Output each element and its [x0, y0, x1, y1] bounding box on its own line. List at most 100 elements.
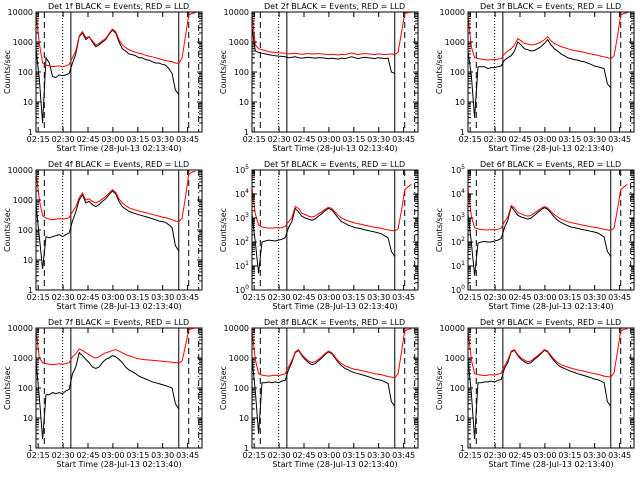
y-tick-label: 10000 [8, 166, 33, 175]
x-tick-label: 03:30 [367, 135, 390, 144]
y-tick-label: 100 [18, 68, 33, 77]
y-tick-label: 10 [455, 414, 465, 423]
y-tick-label: 101 [235, 260, 249, 271]
detector-panel: 1 10 100 1000 10000 02:15 02:30 02:45 03:00 03:15… [219, 318, 419, 469]
y-tick-label: 100 [18, 226, 33, 235]
x-tick-label: 02:45 [76, 293, 99, 302]
y-tick-label: 10 [23, 98, 33, 107]
series-line-lld [252, 183, 412, 232]
x-tick-label: 02:30 [484, 135, 507, 144]
detector-panel: 1 10 100 1000 10000 02:15 02:30 02:45 03:00 03:15… [435, 318, 635, 469]
plot-frame [35, 169, 203, 291]
series-line-events [252, 349, 396, 434]
x-tick-label: 03:45 [608, 451, 631, 460]
plot-frame [251, 169, 419, 291]
x-tick-label: 03:45 [392, 451, 415, 460]
x-tick-label: 02:15 [243, 293, 266, 302]
x-tick-label: 03:30 [367, 451, 390, 460]
series-line-events [36, 29, 180, 124]
series-line-lld [468, 12, 628, 61]
x-tick-label: 03:30 [367, 293, 390, 302]
x-tick-label: 03:45 [392, 135, 415, 144]
x-tick-label: 02:15 [243, 451, 266, 460]
x-tick-label: 02:30 [484, 293, 507, 302]
x-tick-label: 03:15 [342, 451, 365, 460]
y-tick-exponent: 1 [245, 260, 249, 267]
x-tick-label: 03:15 [342, 135, 365, 144]
x-tick-label: 02:45 [292, 135, 315, 144]
panel-title: Det 6f BLACK = Events, RED = LLD [480, 160, 621, 169]
x-tick-label: 03:15 [558, 451, 581, 460]
plot-area [468, 12, 632, 132]
y-tick-exponent: 3 [245, 212, 249, 219]
y-tick-label: 103 [451, 212, 465, 223]
x-tick-label: 02:45 [292, 293, 315, 302]
x-tick-label: 02:15 [243, 135, 266, 144]
y-tick-exponent: 2 [461, 236, 465, 243]
x-tick-label: 03:30 [583, 451, 606, 460]
y-tick-label: 10 [23, 256, 33, 265]
x-tick-label: 02:15 [27, 293, 50, 302]
y-tick-label: 1000 [229, 38, 249, 47]
y-tick-exponent: 2 [245, 236, 249, 243]
detector-panel: 1 10 100 1000 10000 02:15 02:30 02:45 03:00 03:15… [3, 2, 203, 153]
panel-title: Det 7f BLACK = Events, RED = LLD [48, 318, 189, 327]
series-line-lld [252, 328, 412, 379]
x-tick-label: 03:45 [608, 293, 631, 302]
y-tick-exponent: 5 [245, 164, 249, 171]
y-tick-label: 102 [235, 236, 249, 247]
y-tick-label: 10000 [8, 8, 33, 17]
series-line-events [468, 38, 612, 118]
x-tick-label: 02:15 [27, 135, 50, 144]
plot-area [252, 328, 416, 448]
x-tick-label: 03:45 [392, 293, 415, 302]
panel-title: Det 2f BLACK = Events, RED = LLD [264, 2, 405, 11]
y-tick-label: 1000 [13, 38, 33, 47]
x-tick-label: 03:15 [126, 135, 149, 144]
series-line-events [252, 27, 395, 74]
y-tick-label: 10000 [224, 8, 249, 17]
y-tick-label: 105 [451, 164, 465, 175]
series-line-lld [36, 328, 196, 366]
y-tick-label: 10 [239, 414, 249, 423]
y-tick-label: 10000 [440, 8, 465, 17]
x-tick-label: 03:30 [151, 135, 174, 144]
x-tick-label: 03:15 [126, 293, 149, 302]
plot-frame [251, 327, 419, 449]
y-tick-label: 1 [244, 128, 249, 137]
x-tick-label: 02:30 [52, 451, 75, 460]
y-tick-exponent: 4 [461, 188, 465, 195]
y-tick-label: 105 [235, 164, 249, 175]
x-axis-label: Start Time (28-Jul-13 02:13:40) [488, 302, 613, 311]
detector-panel: 1 10 100 1000 10000 02:15 02:30 02:45 03:00 03:15… [219, 2, 419, 153]
y-tick-label: 100 [450, 68, 465, 77]
x-axis-label: Start Time (28-Jul-13 02:13:40) [488, 460, 613, 469]
detector-panel: 1 10 100 1000 10000 02:15 02:30 02:45 03:00 03:15… [435, 2, 635, 153]
panel-title: Det 3f BLACK = Events, RED = LLD [480, 2, 621, 11]
y-tick-label: 10000 [440, 324, 465, 333]
series-line-events [468, 205, 612, 276]
y-tick-label: 10000 [8, 324, 33, 333]
y-tick-label: 104 [451, 188, 465, 199]
x-tick-label: 03:15 [342, 293, 365, 302]
x-tick-label: 03:15 [558, 293, 581, 302]
y-axis-label: Counts/sec [435, 208, 444, 252]
y-axis-label: Counts/sec [435, 366, 444, 410]
panel-title: Det 1f BLACK = Events, RED = LLD [48, 2, 189, 11]
x-tick-label: 02:30 [268, 135, 291, 144]
y-tick-label: 1 [28, 128, 33, 137]
series-line-events [468, 349, 612, 440]
x-tick-label: 02:45 [76, 451, 99, 460]
x-tick-label: 03:30 [583, 293, 606, 302]
y-tick-label: 100 [234, 68, 249, 77]
y-axis-label: Counts/sec [219, 366, 228, 410]
plot-area [468, 328, 632, 448]
y-tick-label: 10 [23, 414, 33, 423]
y-tick-exponent: 3 [461, 212, 465, 219]
x-axis-label: Start Time (28-Jul-13 02:13:40) [272, 302, 397, 311]
y-tick-label: 1000 [13, 196, 33, 205]
